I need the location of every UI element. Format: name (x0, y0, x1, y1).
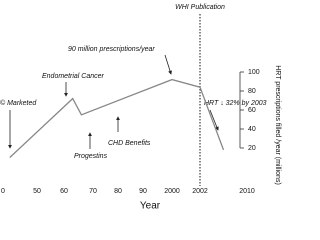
arrow (164, 54, 172, 75)
y-tick-label: 20 (248, 145, 256, 152)
annotation: CHD Benefits (108, 140, 151, 147)
y-tick-label: 80 (248, 88, 256, 95)
annotation: © Marketed (0, 99, 37, 107)
y-tick-label: 100 (248, 69, 260, 76)
x-tick-label: 70 (89, 188, 97, 195)
x-tick-label: 90 (139, 188, 147, 195)
x-tick-label: 2010 (239, 188, 255, 195)
x-tick-label: 2000 (164, 188, 180, 195)
annotation: Endometrial Cancer (42, 73, 105, 80)
x-tick-label: 80 (114, 188, 122, 195)
chart: © Marketed Endometrial Cancer 90 million… (0, 4, 281, 212)
x-tick-label: 2002 (192, 188, 208, 195)
annotation: HRT ↓ 32% by 2003 (204, 100, 267, 107)
x-axis-label: Year (140, 201, 161, 212)
arrow (209, 109, 219, 131)
annotation: 90 million prescriptions/year (68, 46, 155, 53)
y-tick-label: 60 (248, 107, 256, 114)
data-line (9, 78, 225, 158)
y-tick-label: 40 (248, 126, 256, 133)
x-tick-label: 60 (60, 188, 68, 195)
y-axis-label: HRT prescriptions filled /year (millions… (274, 65, 281, 185)
annotation: Progestins (74, 153, 108, 160)
event-label: WHI Publication (175, 4, 225, 11)
x-tick-label: 50 (33, 188, 41, 195)
x-tick-label: 0 (1, 188, 5, 195)
